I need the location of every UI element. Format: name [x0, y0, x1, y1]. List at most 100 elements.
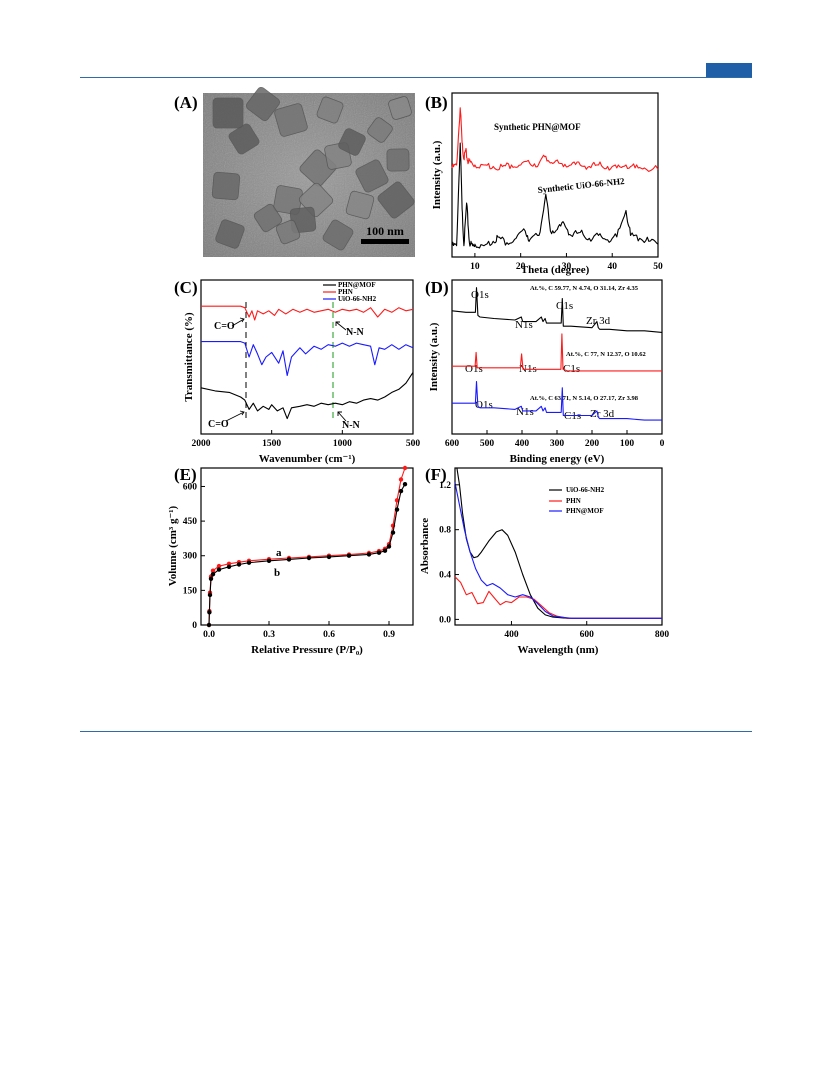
- panel-label-b: (B): [425, 93, 448, 112]
- series-line-f-phn: [454, 576, 662, 619]
- ylabel-b: Intensity (a.u.): [431, 140, 443, 209]
- nanoparticle: [345, 190, 375, 220]
- xtick-f-0: 400: [504, 630, 519, 640]
- xlabel-f: Wavelength (nm): [518, 644, 599, 656]
- footer-rule: [80, 731, 752, 732]
- header-tag: [706, 63, 752, 77]
- series-label-b-uio: Synthetic UiO-66-NH2: [537, 176, 625, 195]
- nanoparticle: [367, 117, 393, 143]
- point-e-b-3: [208, 576, 214, 581]
- panel-label-c: (C): [174, 278, 198, 297]
- ytick-e-1: 150: [183, 586, 198, 596]
- xlabel-d: Binding energy (eV): [510, 453, 605, 465]
- nanoparticle: [274, 103, 308, 137]
- peak-d-c1s-1: C1s: [556, 300, 573, 312]
- peak-d-zr3d-1: Zr 3d: [586, 315, 611, 327]
- point-e-b-14: [366, 552, 372, 557]
- xtick-e-1: 0.3: [263, 630, 275, 640]
- series-label-b-phnmof: Synthetic PHN@MOF: [494, 122, 581, 132]
- xtick-c-3: 500: [406, 439, 421, 449]
- point-e-b-18: [390, 530, 396, 535]
- nanoparticle: [215, 219, 245, 249]
- annotation-c-nn-bottom: N-N: [342, 420, 361, 431]
- panel-label-e: (E): [174, 465, 197, 484]
- xtick-e-2: 0.6: [323, 630, 335, 640]
- header-rule: [80, 77, 752, 78]
- nanoparticle: [253, 203, 283, 233]
- panel-label-d: (D): [425, 278, 449, 297]
- xtick-d-0: 600: [445, 439, 460, 449]
- point-e-b-2: [207, 592, 213, 598]
- point-e-a-19: [394, 498, 400, 503]
- legend-c-item-1: PHN: [338, 288, 353, 296]
- ytick-e-3: 450: [183, 517, 198, 527]
- point-e-b-10: [286, 557, 292, 562]
- nanoparticle: [212, 97, 244, 129]
- annotation-c-co-bottom: C=O: [208, 419, 229, 430]
- ylabel-e: Volume (cm³ g⁻¹): [167, 505, 179, 586]
- nanoparticle: [245, 86, 281, 122]
- point-e-b-13: [346, 553, 352, 558]
- nanoparticle: [211, 171, 241, 201]
- annotation-c-nn-top: N-N: [346, 327, 365, 338]
- point-e-a-20: [398, 477, 404, 482]
- curve-label-b: b: [274, 567, 280, 579]
- plot-frame-b: [451, 92, 659, 258]
- plot-frame-c: [200, 279, 414, 435]
- xtick-d-2: 400: [515, 439, 530, 449]
- series-line-b-synthetic-phn-mof: [451, 107, 659, 172]
- ytick-e-4: 600: [183, 482, 198, 492]
- ylabel-d: Intensity (a.u.): [428, 322, 440, 391]
- point-e-a-21: [402, 465, 408, 471]
- legend-f-item-0: UiO-66-NH2: [566, 486, 605, 494]
- point-e-b-17: [386, 544, 392, 549]
- nanoparticle: [338, 128, 366, 156]
- peak-d-o1s-1: O1s: [471, 289, 489, 301]
- annotation-c-co-top: C=O: [214, 321, 235, 332]
- point-e-b-12: [326, 554, 332, 560]
- series-line-b-synthetic-uio-66-nh2: [451, 142, 659, 249]
- xtick-b-0: 10: [470, 262, 480, 272]
- point-e-b-11: [306, 555, 312, 561]
- xtick-d-1: 500: [480, 439, 495, 449]
- legend-f: UiO-66-NH2 PHN PHN@MOF: [549, 486, 605, 515]
- composition-d-2: At.%, C 77, N 12.37, O 10.62: [566, 351, 646, 358]
- point-e-b-1: [207, 610, 212, 615]
- scale-bar-label: 100 nm: [366, 224, 404, 238]
- peak-d-n1s-1: N1s: [515, 319, 533, 331]
- xtick-e-3: 0.9: [383, 630, 395, 640]
- point-e-b-7: [236, 562, 242, 567]
- curve-label-a: a: [276, 547, 282, 559]
- composition-d-3: At.%, C 63.71, N 5.14, O 27.17, Zr 3.98: [530, 395, 639, 402]
- point-e-b-4: [210, 572, 216, 577]
- series-line-d-uio-66-nh2: [451, 287, 663, 333]
- xtick-d-3: 300: [550, 439, 565, 449]
- tem-image: 100 nm: [203, 86, 415, 257]
- point-e-b-19: [394, 507, 400, 512]
- point-e-b-5: [216, 567, 222, 572]
- peak-d-o1s-2: O1s: [465, 363, 483, 375]
- xtick-b-2: 30: [562, 262, 572, 272]
- point-e-b-20: [398, 488, 404, 494]
- ytick-f-0: 0.0: [439, 615, 451, 625]
- nanoparticle: [275, 219, 301, 245]
- nanoparticle: [316, 96, 344, 124]
- point-e-b-21: [402, 482, 408, 487]
- point-e-b-16: [382, 548, 388, 553]
- xtick-d-5: 100: [620, 439, 635, 449]
- series-line-f-phn-mof: [454, 482, 662, 619]
- xtick-b-3: 40: [607, 262, 617, 272]
- series-line-e-b: [208, 483, 406, 626]
- ytick-f-3: 1.2: [439, 481, 451, 491]
- xtick-b-4: 50: [653, 262, 663, 272]
- xtick-c-2: 1000: [333, 439, 352, 449]
- legend-c: PHN@MOF PHN UiO-66-NH2: [323, 281, 377, 303]
- xlabel-e: Relative Pressure (P/P₀): [251, 644, 363, 656]
- nanoparticle: [228, 123, 260, 155]
- nanoparticle: [388, 96, 412, 120]
- legend-f-item-1: PHN: [566, 497, 581, 505]
- series-line-c-phn-mof: [200, 372, 414, 420]
- xtick-f-2: 800: [655, 630, 670, 640]
- xlabel-b: Theta (degree): [521, 264, 590, 276]
